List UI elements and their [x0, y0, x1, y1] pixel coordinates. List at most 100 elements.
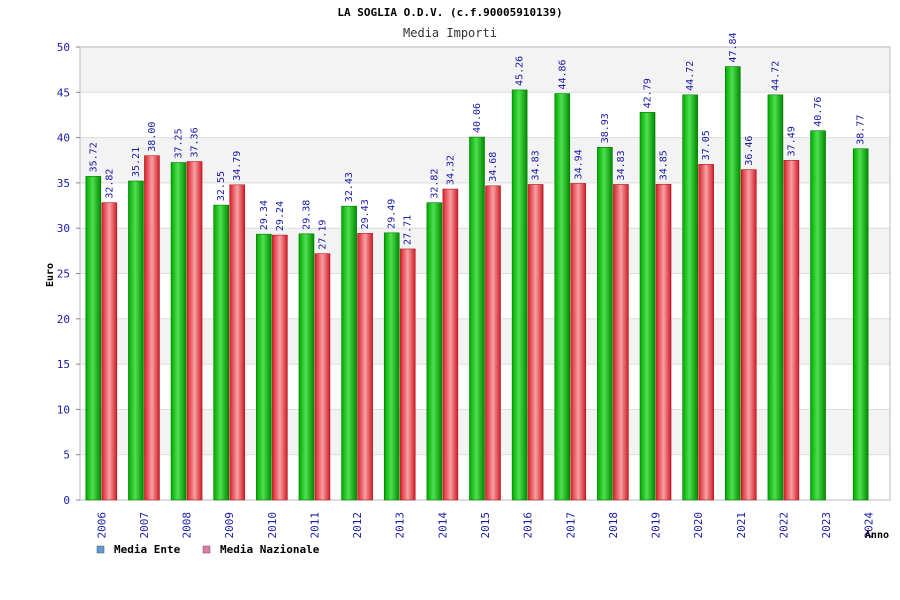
x-axis-ticks: 2006 2007 2008 2009 2010 2011 2012 2013 2014 2015… — [95, 512, 875, 539]
bar-media-ente-2015 — [469, 136, 485, 501]
data-label-media-nazionale-2018: 34.83 — [616, 150, 627, 180]
y-tick-label: 20 — [57, 313, 70, 326]
data-label-media-ente-2015: 40.06 — [472, 103, 483, 133]
data-label-media-ente-2007: 35.21 — [131, 147, 142, 177]
legend-label-media-nazionale: Media Nazionale — [220, 543, 320, 556]
data-label-media-nazionale-2008: 37.36 — [190, 127, 201, 157]
bar-media-ente-2023 — [810, 130, 826, 501]
data-label-media-nazionale-2006: 32.82 — [104, 169, 115, 199]
bar-media-ente-2020 — [682, 94, 698, 501]
data-label-media-nazionale-2016: 34.83 — [531, 150, 542, 180]
bar-media-ente-2016 — [511, 89, 528, 501]
bar-media-ente-2006 — [85, 176, 102, 501]
y-axis-ticks: 0 5 10 15 20 25 30 35 40 45 50 — [57, 41, 80, 507]
data-label-media-nazionale-2017: 34.94 — [573, 149, 584, 179]
bar-media-ente-2019 — [639, 112, 656, 501]
bar-media-nazionale-2012 — [357, 233, 373, 501]
bar-media-ente-2012 — [341, 205, 357, 501]
data-label-media-nazionale-2007: 38.00 — [147, 122, 158, 152]
data-label-media-ente-2022: 44.72 — [770, 61, 781, 91]
data-label-media-nazionale-2013: 27.71 — [403, 215, 414, 245]
y-tick-label: 0 — [63, 494, 70, 507]
y-tick-label: 25 — [57, 268, 70, 281]
legend: Media Ente Media Nazionale — [96, 543, 320, 556]
bar-media-nazionale-2006 — [101, 202, 118, 501]
y-tick-label: 15 — [57, 358, 70, 371]
bar-media-nazionale-2008 — [186, 161, 203, 501]
data-label-media-ente-2019: 42.79 — [643, 78, 654, 108]
y-axis-label: Euro — [45, 263, 56, 287]
x-tick-label-2022: 2022 — [777, 512, 790, 539]
x-tick-label-2009: 2009 — [223, 512, 236, 539]
bars — [85, 66, 869, 501]
bar-media-nazionale-2013 — [399, 248, 416, 501]
bar-media-nazionale-2019 — [655, 183, 672, 501]
bar-media-nazionale-2017 — [570, 183, 587, 501]
data-label-media-nazionale-2009: 34.79 — [232, 151, 243, 181]
data-label-media-ente-2006: 35.72 — [88, 142, 99, 172]
x-tick-label-2010: 2010 — [266, 512, 279, 539]
bar-media-nazionale-2015 — [485, 185, 501, 501]
x-tick-label-2011: 2011 — [308, 512, 321, 539]
data-labels: 35.72 32.82 35.21 38.00 37.25 37.36 32.55 34.79… — [88, 32, 866, 249]
bar-media-ente-2018 — [597, 146, 613, 501]
data-label-media-ente-2020: 44.72 — [685, 61, 696, 91]
bar-media-ente-2017 — [554, 93, 571, 501]
legend-swatch-media-nazionale — [202, 545, 211, 554]
x-tick-label-2014: 2014 — [436, 512, 449, 539]
data-label-media-ente-2014: 32.82 — [429, 169, 440, 199]
grid-band — [80, 92, 890, 138]
x-tick-label-2024: 2024 — [863, 512, 876, 539]
data-label-media-ente-2021: 47.84 — [728, 32, 739, 62]
data-label-media-nazionale-2020: 37.05 — [701, 130, 712, 160]
x-axis-label: Anno — [865, 530, 889, 541]
bar-media-ente-2014 — [426, 202, 443, 501]
y-tick-label: 50 — [57, 41, 70, 54]
bar-media-nazionale-2021 — [740, 169, 757, 501]
data-label-media-ente-2023: 40.76 — [813, 97, 824, 127]
y-tick-label: 30 — [57, 222, 70, 235]
bar-media-nazionale-2022 — [783, 160, 800, 501]
bar-media-ente-2010 — [256, 233, 272, 501]
bar-media-ente-2008 — [170, 162, 187, 501]
x-tick-label-2012: 2012 — [351, 512, 364, 539]
bar-media-ente-2013 — [383, 232, 400, 501]
data-label-media-ente-2013: 29.49 — [387, 199, 398, 229]
data-label-media-ente-2011: 29.38 — [301, 200, 312, 230]
bar-media-nazionale-2018 — [613, 184, 629, 501]
bar-media-nazionale-2016 — [527, 184, 544, 501]
x-tick-label-2023: 2023 — [820, 512, 833, 539]
x-tick-label-2021: 2021 — [735, 512, 748, 539]
x-tick-label-2017: 2017 — [564, 512, 577, 539]
data-label-media-ente-2009: 32.55 — [216, 171, 227, 201]
bar-media-ente-2007 — [128, 180, 144, 501]
data-label-media-nazionale-2010: 29.24 — [275, 201, 286, 231]
bar-media-ente-2022 — [767, 94, 784, 501]
bar-media-nazionale-2010 — [272, 234, 288, 501]
y-tick-label: 5 — [63, 449, 70, 462]
x-tick-label-2013: 2013 — [394, 512, 407, 539]
x-tick-label-2006: 2006 — [95, 512, 108, 539]
data-label-media-nazionale-2015: 34.68 — [488, 152, 499, 182]
data-label-media-nazionale-2011: 27.19 — [317, 220, 328, 250]
chart-subtitle: Media Importi — [403, 26, 497, 40]
grid-band — [80, 47, 890, 93]
chart-title: LA SOGLIA O.D.V. (c.f.90005910139) — [337, 6, 562, 19]
y-tick-label: 40 — [57, 132, 70, 145]
bar-media-nazionale-2007 — [144, 155, 160, 501]
data-label-media-ente-2024: 38.77 — [856, 115, 867, 145]
bar-media-nazionale-2014 — [442, 188, 459, 501]
bar-media-ente-2011 — [298, 233, 315, 501]
x-tick-label-2007: 2007 — [138, 512, 151, 539]
x-tick-label-2018: 2018 — [607, 512, 620, 539]
y-tick-label: 10 — [57, 403, 70, 416]
y-tick-label: 35 — [57, 177, 70, 190]
bar-media-nazionale-2009 — [229, 184, 246, 501]
data-label-media-ente-2012: 32.43 — [344, 172, 355, 202]
legend-label-media-ente: Media Ente — [114, 543, 181, 556]
data-label-media-nazionale-2021: 36.46 — [744, 136, 755, 166]
x-tick-label-2016: 2016 — [522, 512, 535, 539]
y-tick-label: 45 — [57, 86, 70, 99]
bar-media-nazionale-2011 — [314, 253, 331, 501]
